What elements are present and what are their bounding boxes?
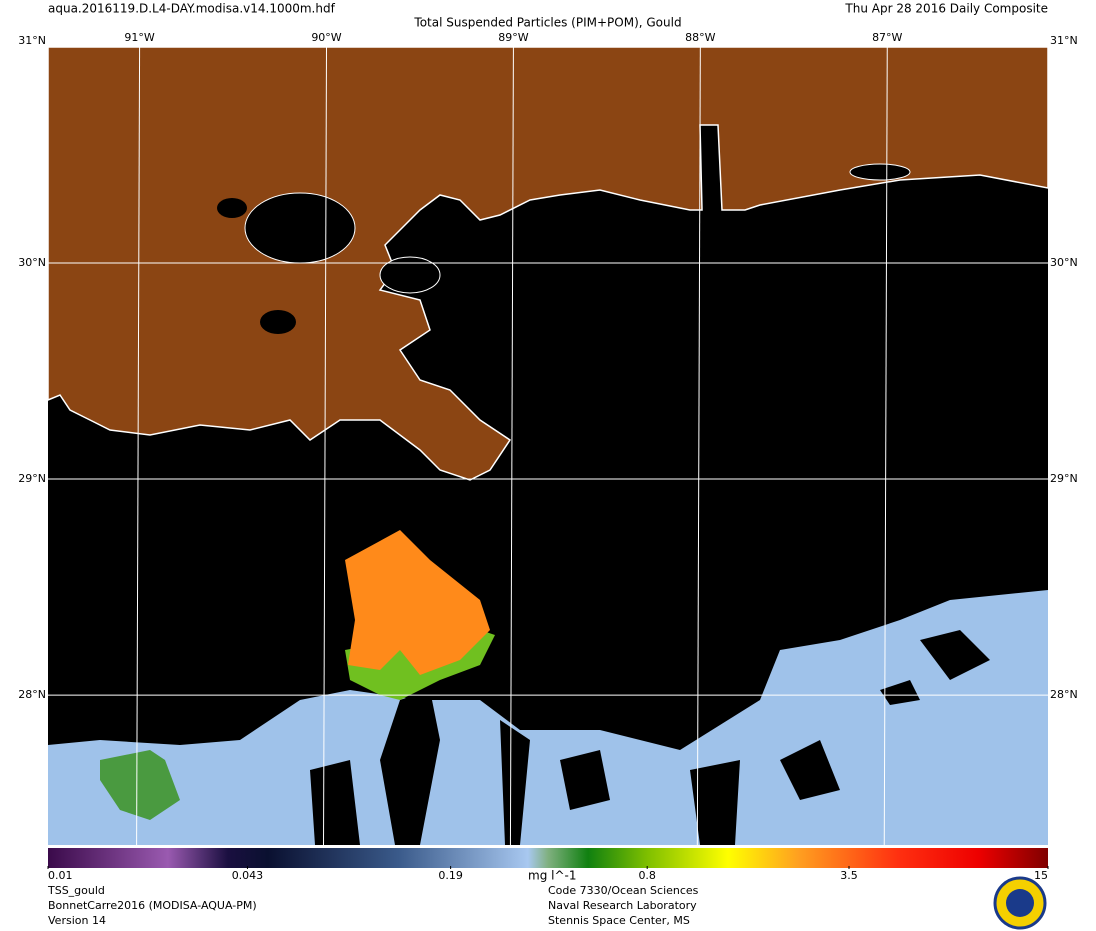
footer-text: Code 7330/Ocean Sciences [548,884,699,897]
grid-line [323,46,328,846]
lat-label: 31°N [1050,34,1078,47]
lat-label: 28°N [1050,688,1078,701]
colorbar [48,848,1048,868]
footer-text: Version 14 [48,914,106,927]
tick-label: 0.043 [232,869,264,882]
tick-label: 0.01 [48,869,73,882]
tick-label: 3.5 [840,869,858,882]
map-title: Total Suspended Particles (PIM+POM), Gou… [413,16,681,30]
colorbar-ticks: 0.01 0.043 0.19 0.8 3.5 15 [47,866,1049,882]
lon-label: 89°W [498,31,528,44]
bay [849,163,911,181]
footer: TSS_gould BonnetCarre2016 (MODISA-AQUA-PM… [47,884,699,927]
footer-text: Stennis Space Center, MS [548,914,690,927]
dark-patch [310,630,990,845]
tick-label: 15 [1034,869,1048,882]
lat-label: 31°N [18,34,46,47]
lon-label: 91°W [124,31,154,44]
logo [993,876,1047,930]
footer-text: BonnetCarre2016 (MODISA-AQUA-PM) [48,899,257,912]
lake [244,192,356,264]
unit: mg l^-1 [528,869,576,883]
map [47,46,1049,846]
green-patch [100,750,180,820]
tick-label: 0.19 [438,869,463,882]
footer-text: Naval Research Laboratory [548,899,697,912]
sediment-plume [345,530,490,675]
grid-line [136,46,141,846]
tick-label: 0.8 [638,869,656,882]
lon-label: 88°W [685,31,715,44]
grid-line [883,46,888,846]
lake [217,198,247,218]
lake [379,256,441,294]
lat-label: 30°N [18,256,46,269]
grid-line [509,46,514,846]
file-name: aqua.2016119.D.L4-DAY.modisa.v14.1000m.h… [48,2,336,16]
grid-line [696,46,701,846]
graticule [48,46,1048,846]
lat-label: 29°N [1050,472,1078,485]
lake [260,310,296,334]
date: Thu Apr 28 2016 Daily Composite [844,2,1048,16]
lon-label: 87°W [872,31,902,44]
lat-label: 28°N [18,688,46,701]
lat-label: 29°N [18,472,46,485]
lon-label: 90°W [311,31,341,44]
lat-label: 30°N [1050,256,1078,269]
footer-text: TSS_gould [47,884,105,897]
